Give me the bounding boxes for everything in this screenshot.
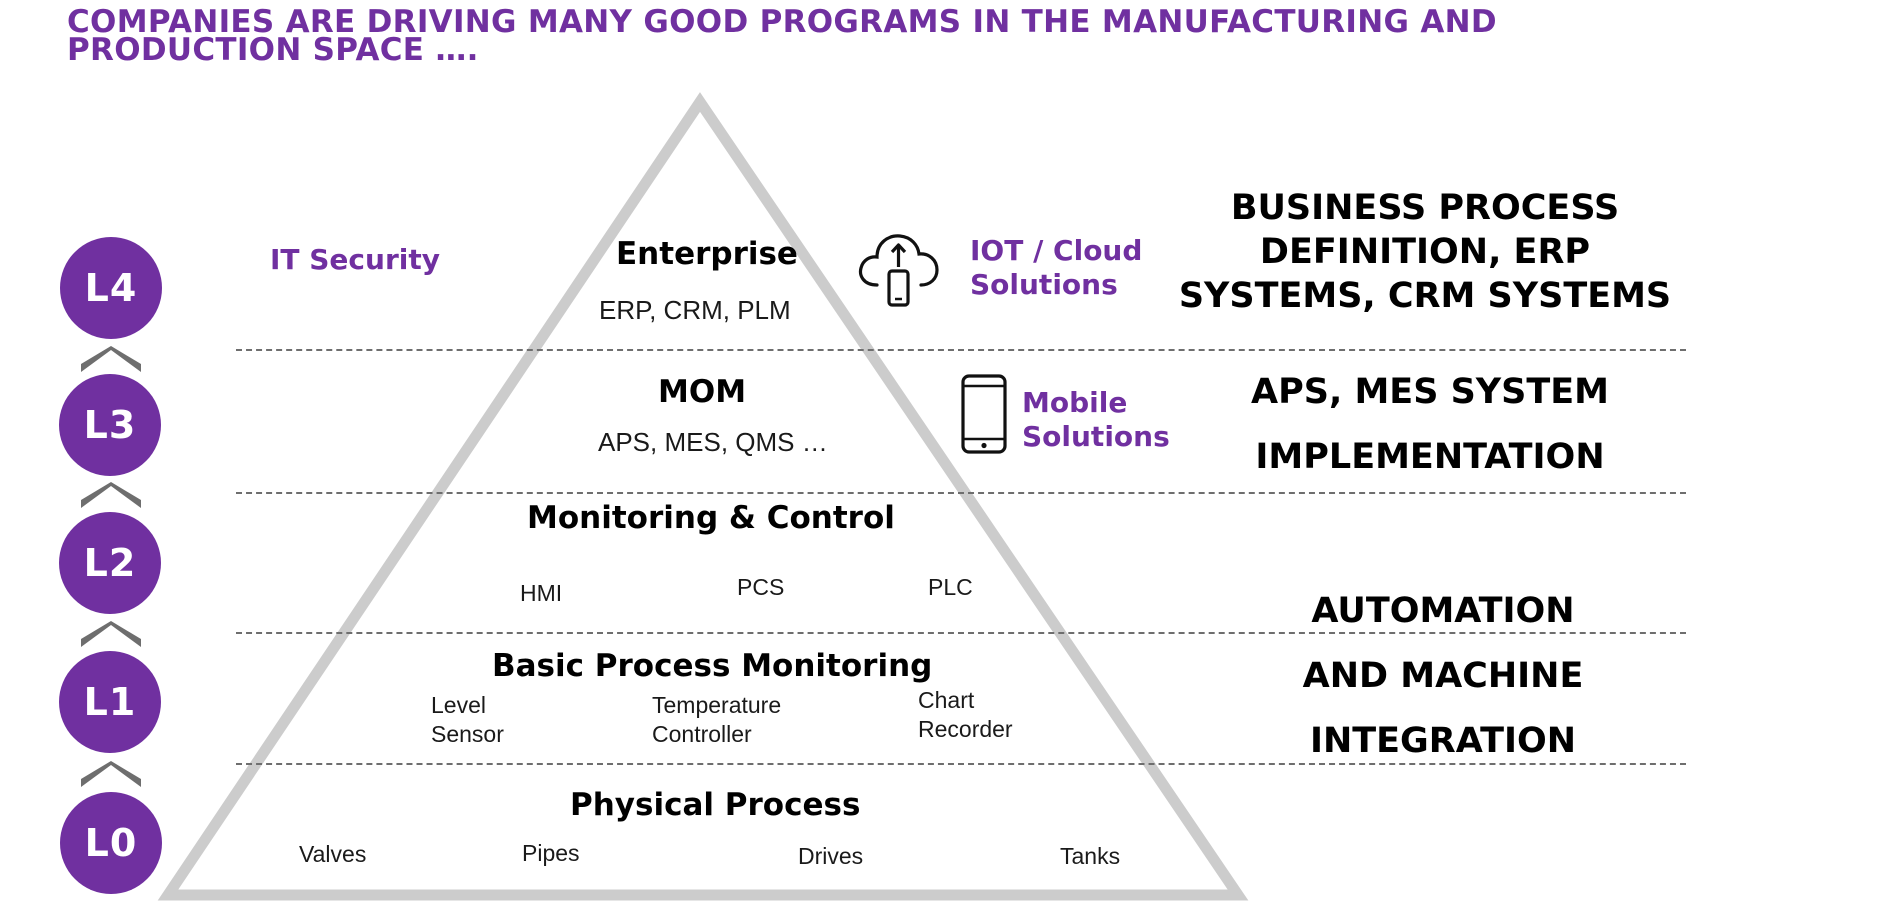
label-automation-line-2: AND MACHINE (1302, 656, 1584, 696)
chevron-up-icon (81, 621, 141, 647)
label-it-security: IT Security (270, 243, 440, 276)
label-automation-line-1: AUTOMATION (1311, 591, 1575, 631)
level-badge-l2: L2 (59, 512, 161, 614)
item-pcs: PCS (737, 574, 785, 600)
page-title: COMPANIES ARE DRIVING MANY GOOD PROGRAMS… (67, 4, 1567, 68)
level-badge-l4: L4 (60, 237, 162, 339)
label-mobile-solutions: Mobile Solutions (1022, 386, 1170, 453)
chevron-up-icon (81, 482, 141, 508)
item-drives: Drives (798, 843, 864, 869)
label-aps-mes-line-2: IMPLEMENTATION (1255, 437, 1605, 477)
item-pipes: Pipes (522, 840, 580, 866)
item-tanks: Tanks (1060, 843, 1121, 869)
label-iot-cloud-solutions: IOT / Cloud Solutions (970, 234, 1143, 301)
layer-title-enterprise: Enterprise (616, 236, 798, 272)
chevron-up-icon (81, 346, 141, 372)
layer-subtitle-mom: APS, MES, QMS … (598, 427, 828, 457)
item-temperature-controller: Temperature Controller (652, 692, 782, 747)
level-badge-l1: L1 (59, 651, 161, 753)
layer-title-basic-process-monitoring: Basic Process Monitoring (492, 648, 933, 684)
layer-subtitle-enterprise: ERP, CRM, PLM (599, 295, 791, 325)
chevron-up-icon (81, 761, 141, 787)
label-aps-mes-line-1: APS, MES SYSTEM (1251, 372, 1609, 412)
divider-l1-l0 (236, 763, 1686, 765)
item-hmi: HMI (520, 580, 563, 606)
cloud-upload-phone-icon (855, 225, 941, 311)
divider-l4-l3 (236, 349, 1686, 351)
layer-title-monitoring-control: Monitoring & Control (527, 500, 895, 536)
item-plc: PLC (928, 574, 973, 600)
item-level-sensor: Level Sensor (431, 692, 504, 747)
page-title-line-2: PRODUCTION SPACE …. (67, 32, 479, 68)
page-title-line-1: COMPANIES ARE DRIVING MANY GOOD PROGRAMS… (67, 4, 1497, 40)
label-automation-line-3: INTEGRATION (1309, 721, 1577, 761)
label-business-process: BUSINESS PROCESS DEFINITION, ERP SYSTEMS… (1178, 188, 1672, 316)
item-valves: Valves (299, 841, 367, 867)
layer-title-mom: MOM (658, 374, 747, 410)
divider-l2-l1 (236, 632, 1686, 634)
level-badge-l0: L0 (60, 792, 162, 894)
item-chart-recorder: Chart Recorder (918, 687, 1013, 742)
level-badge-l3: L3 (59, 374, 161, 476)
divider-l3-l2 (236, 492, 1686, 494)
mobile-phone-icon (960, 373, 1008, 455)
layer-title-physical-process: Physical Process (570, 787, 861, 823)
